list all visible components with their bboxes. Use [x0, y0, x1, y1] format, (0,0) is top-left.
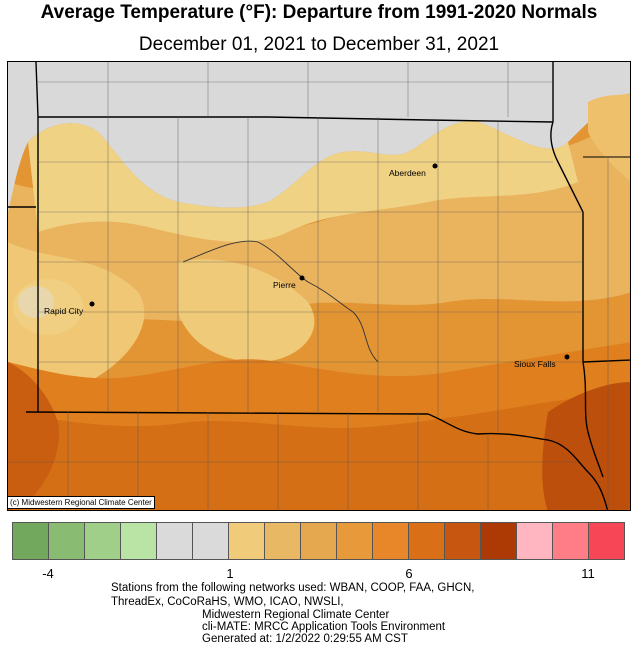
city-label-aberdeen: Aberdeen	[389, 168, 426, 178]
footer-center: Midwestern Regional Climate Center	[202, 609, 390, 621]
legend-swatch	[157, 523, 193, 559]
state-border-mn-sd	[550, 121, 584, 362]
state-border-nd-sd	[38, 116, 554, 123]
legend-tick-minus4: -4	[42, 566, 54, 581]
footer-networks-continued: ThreadEx, CoCoRaHS, WMO, ICAO, NWSLI,	[111, 596, 344, 608]
city-marker-pierre	[299, 275, 305, 281]
legend-swatch	[517, 523, 553, 559]
footer-tool: cli-MATE: MRCC Application Tools Environ…	[202, 621, 446, 633]
city-marker-rapid-city	[89, 301, 95, 307]
legend-swatch	[13, 523, 49, 559]
copyright-label: (c) Midwestern Regional Climate Center	[7, 496, 155, 509]
legend-swatch	[193, 523, 229, 559]
city-label-sioux-falls: Sioux Falls	[514, 359, 556, 369]
zone-brown-southwest	[8, 362, 59, 510]
legend-swatch	[373, 523, 409, 559]
state-border-ia-mn	[582, 359, 630, 363]
zone-gray-northeast	[568, 62, 630, 97]
county-lines	[8, 62, 609, 510]
state-border-sd-ne	[35, 62, 39, 118]
legend-swatch	[49, 523, 85, 559]
color-legend	[12, 522, 625, 560]
legend-swatch	[337, 523, 373, 559]
city-label-pierre: Pierre	[273, 280, 296, 290]
legend-tick-6: 6	[405, 566, 413, 581]
legend-swatch	[409, 523, 445, 559]
zone-tan-northeast	[588, 92, 630, 181]
city-label-rapid-city: Rapid City	[44, 306, 84, 316]
legend-swatch	[265, 523, 301, 559]
legend-swatch	[85, 523, 121, 559]
zone-brown-south	[8, 392, 630, 510]
legend-swatch	[301, 523, 337, 559]
legend-swatch	[229, 523, 265, 559]
legend-swatch	[445, 523, 481, 559]
state-border-ia-sd	[582, 361, 604, 478]
legend-tick-11: 11	[581, 566, 595, 581]
city-marker-aberdeen	[432, 163, 438, 169]
state-border-ne-sd	[25, 411, 609, 510]
legend-swatch	[553, 523, 589, 559]
footer-networks: Stations from the following networks use…	[111, 582, 475, 594]
footer-generated: Generated at: 1/2/2022 0:29:55 AM CST	[202, 633, 408, 645]
legend-tick-1: 1	[226, 566, 234, 581]
legend-swatch	[481, 523, 517, 559]
map-title: Average Temperature (°F): Departure from…	[40, 2, 598, 23]
legend-swatch	[589, 523, 624, 559]
temperature-departure-map: Aberdeen Pierre Rapid City Sioux Falls	[7, 61, 631, 511]
zone-gray-north	[8, 62, 630, 212]
zone-light-rapid-city	[13, 279, 83, 335]
legend-swatch	[121, 523, 157, 559]
city-marker-sioux-falls	[564, 354, 570, 360]
date-range-subtitle: December 01, 2021 to December 31, 2021	[138, 34, 500, 55]
missouri-river	[182, 240, 379, 363]
zone-tan-central	[178, 259, 315, 362]
